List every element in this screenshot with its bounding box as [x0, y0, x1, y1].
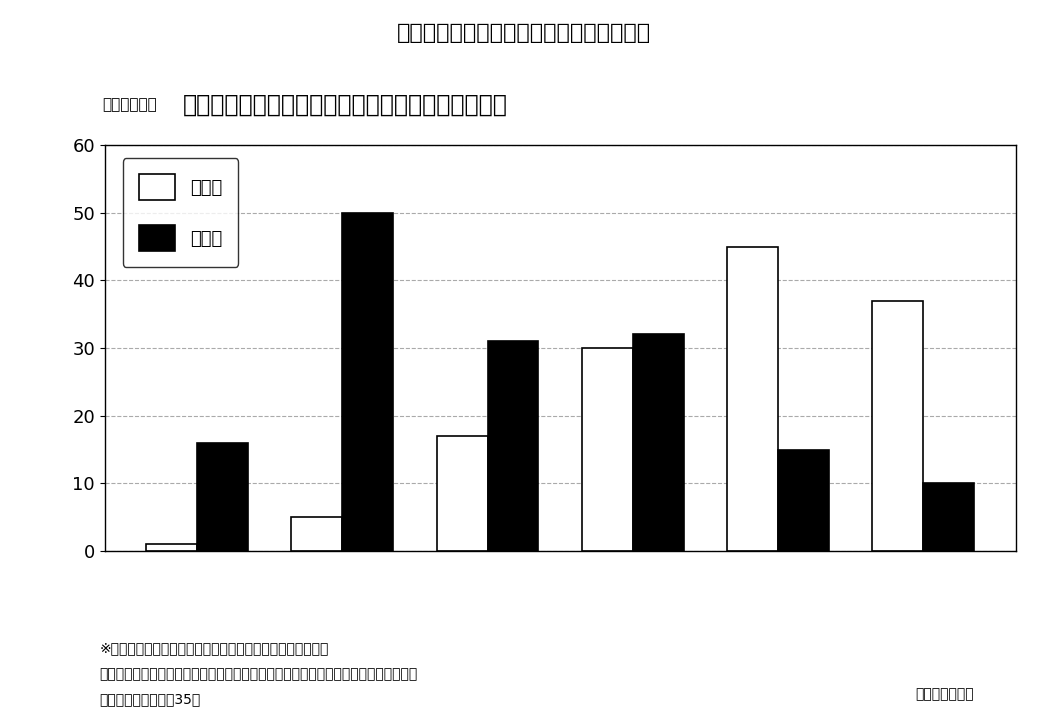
Bar: [342, 212, 393, 551]
Bar: [437, 436, 488, 551]
Text: （小選挙区）: （小選挙区）: [103, 98, 157, 112]
Text: （資料）総務省: （資料）総務省: [915, 687, 974, 701]
Bar: [197, 443, 248, 551]
Text: 地方部：その他１道35県: 地方部：その他１道35県: [99, 692, 201, 706]
Legend: 都市部, 地方部: 都市部, 地方部: [122, 158, 238, 267]
Bar: [488, 341, 538, 551]
Text: ※都市部：首都圏（東京都、神奈川県、埼玉県、千葉県）、: ※都市部：首都圏（東京都、神奈川県、埼玉県、千葉県）、: [99, 642, 329, 655]
Bar: [872, 301, 923, 551]
Bar: [923, 484, 974, 551]
Bar: [147, 544, 197, 551]
Text: （図表３）衆院選小選挙区ごとの有権者数: （図表３）衆院選小選挙区ごとの有権者数: [397, 23, 650, 44]
Bar: [778, 450, 829, 551]
Bar: [728, 247, 778, 551]
Text: 大阪圏（大阪府、京都府、兵庫県、奈良県）、名古屋圏（愛知県、岐阜県、三重県）: 大阪圏（大阪府、京都府、兵庫県、奈良県）、名古屋圏（愛知県、岐阜県、三重県）: [99, 667, 418, 681]
Bar: [632, 334, 684, 551]
Text: 小選挙区ごとの有権者数（令和３年９月１日時点）: 小選挙区ごとの有権者数（令和３年９月１日時点）: [183, 93, 508, 117]
Bar: [582, 348, 632, 551]
Bar: [291, 517, 342, 551]
